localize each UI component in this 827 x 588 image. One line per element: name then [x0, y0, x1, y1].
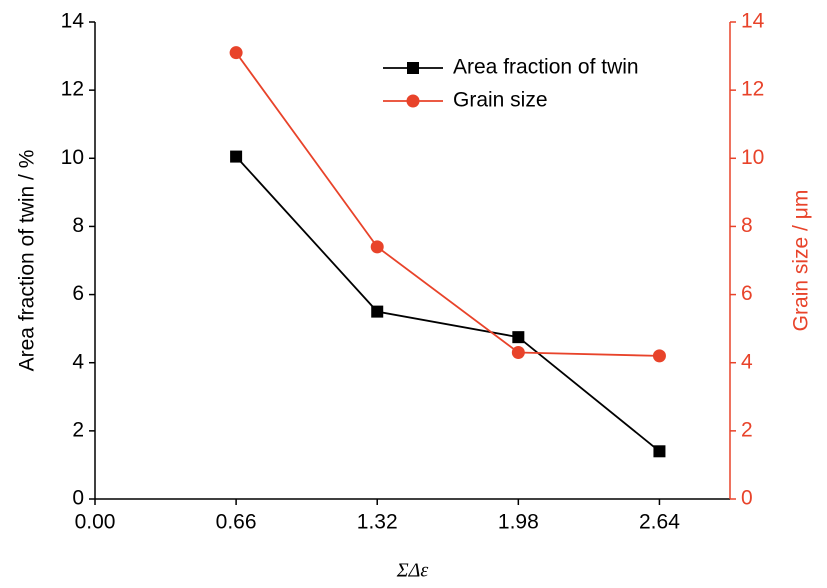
y2-tick-label: 14 [741, 10, 765, 33]
series-line [235, 155, 661, 452]
legend-marker [406, 94, 420, 108]
y-axis-label: Area fraction of twin / % [16, 150, 39, 372]
y2-axis-label: Grain size / μm [790, 190, 813, 332]
x-tick-label: 1.32 [357, 511, 398, 534]
legend-marker [407, 62, 419, 74]
y2-tick-label: 12 [741, 78, 764, 101]
x-tick-label: 0.00 [75, 511, 116, 534]
marker [511, 345, 525, 359]
y-tick-label: 0 [72, 487, 84, 510]
x-tick-label: 0.66 [216, 511, 257, 534]
y2-tick-label: 2 [741, 418, 753, 441]
marker [229, 46, 243, 60]
y-tick-label: 2 [72, 418, 84, 441]
marker [512, 331, 525, 344]
y-tick-label: 12 [61, 78, 84, 101]
y2-tick-label: 0 [741, 487, 753, 510]
legend-label: Area fraction of twin [453, 56, 639, 79]
marker [653, 445, 666, 458]
y-tick-label: 4 [72, 350, 84, 373]
series-line [235, 52, 660, 357]
marker [371, 305, 384, 318]
marker [230, 150, 243, 163]
marker [652, 349, 666, 363]
y-tick-label: 6 [72, 282, 84, 305]
x-tick-label: 1.98 [498, 511, 539, 534]
legend-label: Grain size [453, 89, 548, 112]
y-tick-label: 8 [72, 214, 84, 237]
marker [370, 240, 384, 254]
y-tick-label: 14 [61, 10, 85, 33]
y2-tick-label: 4 [741, 350, 753, 373]
x-axis-label: ΣΔε [396, 560, 429, 582]
y2-tick-label: 8 [741, 214, 753, 237]
x-tick-label: 2.64 [639, 511, 680, 534]
y-tick-label: 10 [61, 146, 84, 169]
y2-tick-label: 6 [741, 282, 753, 305]
y2-tick-label: 10 [741, 146, 764, 169]
